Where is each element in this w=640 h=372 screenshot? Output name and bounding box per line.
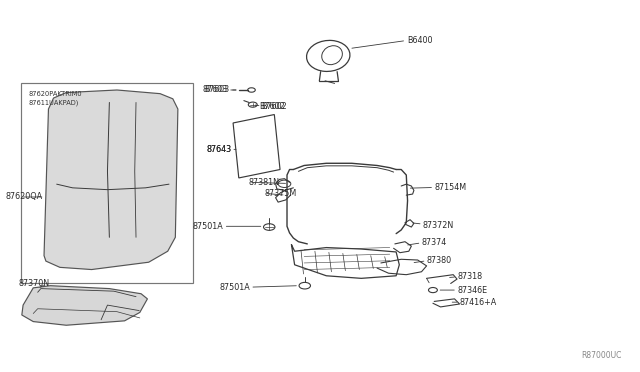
Bar (20, 83, 193, 283)
Text: 87380: 87380 (427, 256, 452, 264)
Text: 87374: 87374 (422, 238, 447, 247)
Text: 87154M: 87154M (434, 183, 467, 192)
Text: 87501A: 87501A (220, 283, 250, 292)
Text: B7602: B7602 (260, 102, 285, 110)
Text: 87620PAKTRIM0: 87620PAKTRIM0 (28, 92, 82, 97)
Text: 87346E: 87346E (457, 286, 487, 295)
Text: 87375M: 87375M (264, 189, 296, 198)
Text: R87000UC: R87000UC (581, 351, 621, 360)
Text: 87318: 87318 (457, 272, 482, 281)
Text: 87501A: 87501A (193, 222, 223, 231)
Text: 87643: 87643 (206, 145, 231, 154)
Text: 87372N: 87372N (423, 221, 454, 230)
Text: B7602: B7602 (262, 102, 287, 110)
Polygon shape (44, 90, 178, 270)
Polygon shape (22, 286, 147, 325)
Text: 87603: 87603 (203, 86, 228, 94)
Text: 87611UAKPAD): 87611UAKPAD) (28, 100, 79, 106)
Text: 87370N: 87370N (19, 279, 50, 288)
Text: 87603: 87603 (205, 86, 230, 94)
Text: 87620QA: 87620QA (5, 192, 42, 202)
Text: B6400: B6400 (408, 36, 433, 45)
Text: 87643: 87643 (206, 145, 231, 154)
Text: 87381N: 87381N (249, 178, 280, 187)
Text: 87416+A: 87416+A (460, 298, 497, 307)
